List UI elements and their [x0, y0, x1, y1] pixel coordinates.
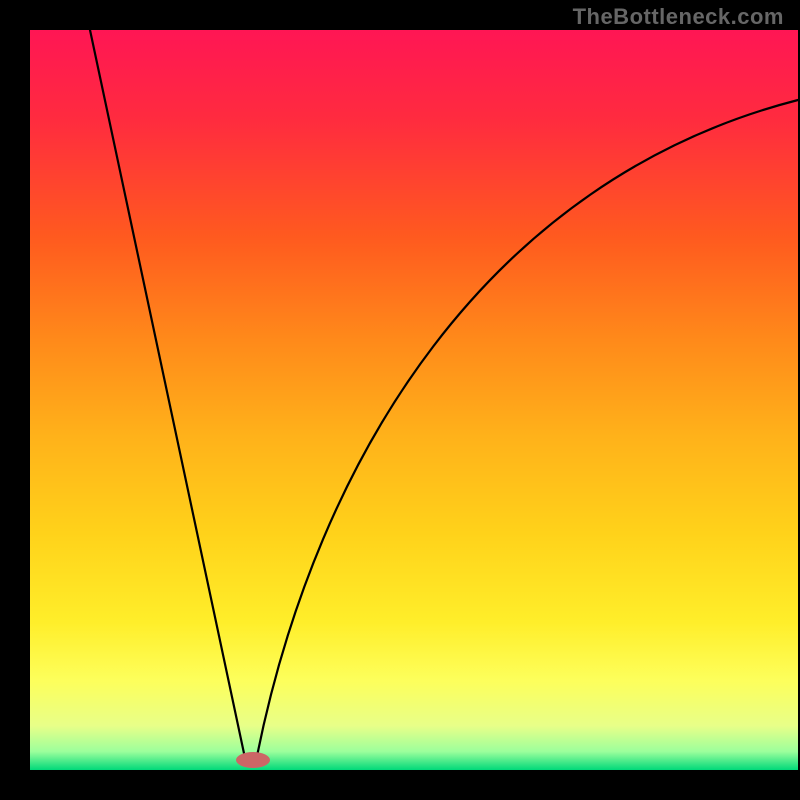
bottleneck-marker: [236, 752, 270, 768]
watermark-text: TheBottleneck.com: [573, 4, 784, 30]
bottleneck-chart: [0, 0, 800, 800]
